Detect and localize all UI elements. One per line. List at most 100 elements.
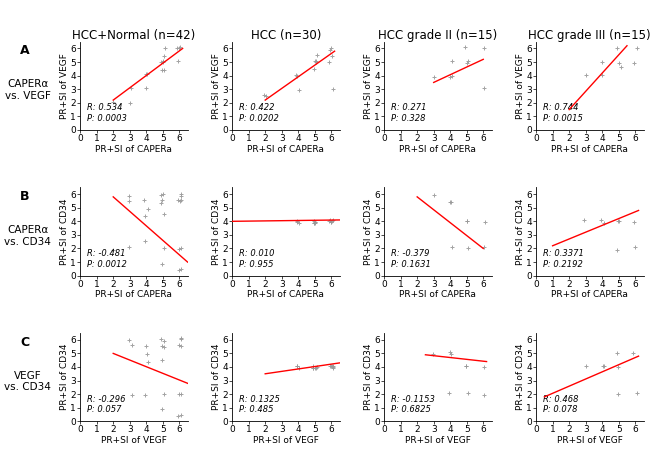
Point (324, 218, 335, 225)
Text: R: 0.534: R: 0.534 (86, 103, 122, 113)
Y-axis label: PR+SI of VEGF: PR+SI of VEGF (516, 53, 525, 119)
Point (142, 350, 152, 357)
Point (632, 45, 642, 52)
Point (613, 217, 623, 225)
Point (310, 58, 320, 66)
Point (447, 73, 457, 80)
Point (172, 412, 183, 419)
Point (291, 362, 302, 369)
Point (445, 199, 456, 206)
Point (325, 46, 335, 53)
Point (124, 192, 135, 200)
Text: R: -0.379: R: -0.379 (391, 249, 429, 258)
Point (143, 358, 153, 365)
Point (581, 363, 592, 370)
Text: R: 0.422: R: 0.422 (239, 103, 274, 113)
Y-axis label: PR+SI of VEGF: PR+SI of VEGF (212, 53, 221, 119)
Point (328, 217, 338, 224)
Point (159, 211, 169, 218)
Point (157, 196, 167, 203)
Point (108, 246, 118, 253)
Point (140, 391, 150, 399)
Point (172, 57, 183, 65)
Text: P: 0.328: P: 0.328 (391, 114, 425, 123)
Y-axis label: PR+SI of CD34: PR+SI of CD34 (516, 198, 525, 265)
Point (328, 364, 338, 371)
Point (261, 92, 272, 100)
Point (157, 57, 168, 65)
Point (326, 362, 336, 369)
Point (127, 391, 137, 399)
Point (294, 219, 304, 226)
Point (462, 217, 472, 225)
Point (310, 218, 320, 225)
X-axis label: PR+SI of CAPERa: PR+SI of CAPERa (551, 144, 629, 154)
Point (311, 364, 321, 372)
X-axis label: PR+SI of CAPERa: PR+SI of CAPERa (399, 290, 476, 299)
Point (125, 100, 135, 107)
Point (480, 218, 490, 225)
Text: CAPERα
vs. CD34: CAPERα vs. CD34 (4, 225, 51, 247)
X-axis label: PR+SI of CAPERa: PR+SI of CAPERa (248, 290, 324, 299)
Point (292, 362, 303, 369)
X-axis label: PR+SI of CAPERa: PR+SI of CAPERa (399, 144, 476, 154)
Y-axis label: PR+SI of CD34: PR+SI of CD34 (60, 198, 69, 265)
Point (612, 363, 623, 371)
Point (309, 218, 320, 225)
Point (294, 86, 304, 94)
Point (599, 362, 609, 369)
Point (259, 92, 269, 99)
Point (174, 266, 184, 274)
Point (460, 44, 470, 51)
Point (598, 362, 608, 369)
Point (445, 198, 456, 206)
Text: P: 0.485: P: 0.485 (239, 406, 273, 414)
Text: R: -0.296: R: -0.296 (86, 395, 125, 404)
Point (309, 219, 320, 226)
Point (140, 238, 150, 245)
Text: P: 0.078: P: 0.078 (543, 406, 577, 414)
Point (124, 336, 134, 343)
Point (176, 335, 187, 343)
Point (599, 219, 609, 226)
Point (428, 350, 438, 357)
Point (157, 260, 167, 267)
Text: R: 0.1325: R: 0.1325 (239, 395, 280, 404)
Point (632, 389, 642, 397)
Text: P: 0.057: P: 0.057 (86, 406, 121, 414)
Point (597, 71, 607, 78)
Point (429, 191, 439, 199)
Point (308, 364, 318, 372)
Title: HCC+Normal (n=42): HCC+Normal (n=42) (72, 29, 196, 42)
Point (628, 349, 638, 357)
Point (444, 389, 454, 397)
Point (126, 342, 136, 349)
Point (308, 363, 318, 370)
Point (176, 244, 186, 251)
Point (324, 362, 335, 369)
Text: R: -0.481: R: -0.481 (86, 249, 125, 258)
Point (157, 342, 167, 350)
Point (141, 70, 151, 78)
Point (309, 364, 320, 371)
Point (124, 243, 134, 250)
Point (324, 217, 335, 224)
Point (174, 341, 185, 349)
Point (310, 218, 320, 225)
Point (478, 392, 489, 399)
Point (158, 190, 168, 198)
Point (155, 336, 166, 343)
Y-axis label: PR+SI of CD34: PR+SI of CD34 (212, 198, 221, 265)
Text: A: A (20, 44, 30, 57)
Point (326, 218, 337, 225)
Point (629, 60, 640, 67)
Point (159, 244, 169, 252)
Point (310, 219, 320, 226)
Text: R: -0.1153: R: -0.1153 (391, 395, 434, 404)
Text: CAPERα
vs. VEGF: CAPERα vs. VEGF (5, 80, 51, 101)
Point (176, 196, 186, 204)
Point (174, 198, 185, 205)
Point (326, 219, 336, 226)
X-axis label: PR+SI of VEGF: PR+SI of VEGF (557, 436, 623, 445)
Point (463, 244, 473, 252)
